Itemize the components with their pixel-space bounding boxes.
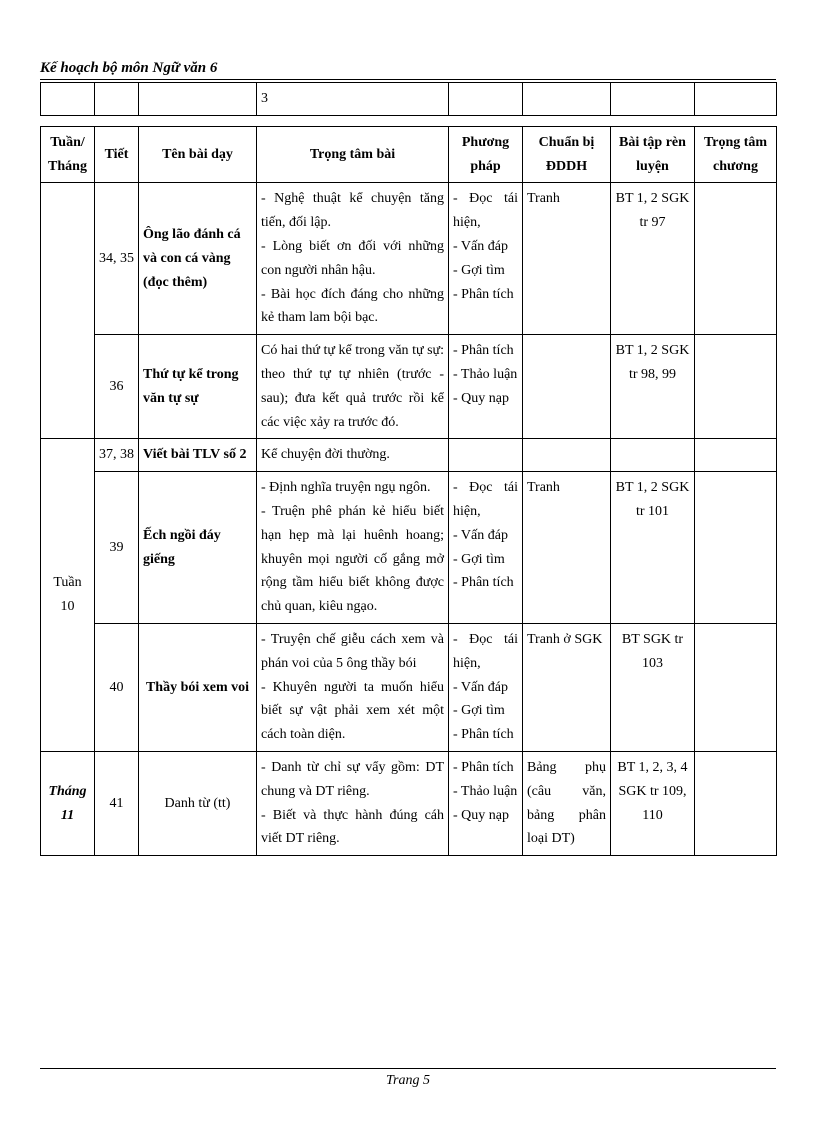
cell-cb bbox=[523, 439, 611, 472]
table-row: 39 Ếch ngồi đáy giếng - Định nghĩa truyệ… bbox=[41, 472, 777, 624]
col-header-pp: Phương pháp bbox=[449, 126, 523, 183]
cell bbox=[695, 83, 777, 116]
cell-trong: - Danh từ chỉ sự vẩy gồm: DT chung và DT… bbox=[257, 751, 449, 855]
cell-trong: Kể chuyện đời thường. bbox=[257, 439, 449, 472]
cell-bt: BT 1, 2 SGK tr 101 bbox=[611, 472, 695, 624]
cell-bt: BT 1, 2, 3, 4 SGK tr 109, 110 bbox=[611, 751, 695, 855]
col-header-tc: Trọng tâm chương bbox=[695, 126, 777, 183]
cell-trong: - Truyện chế giễu cách xem và phán voi c… bbox=[257, 623, 449, 751]
cell-tc bbox=[695, 472, 777, 624]
cell-trong: - Định nghĩa truyện ngụ ngôn.- Truện phê… bbox=[257, 472, 449, 624]
col-header-trong: Trọng tâm bài bbox=[257, 126, 449, 183]
cell-tc bbox=[695, 335, 777, 439]
cell-ten: Danh từ (tt) bbox=[139, 751, 257, 855]
cell-tc bbox=[695, 183, 777, 335]
cell-tiet: 41 bbox=[95, 751, 139, 855]
top-fragment-table: 3 bbox=[40, 82, 777, 116]
cell-ten: Thứ tự kể trong văn tự sự bbox=[139, 335, 257, 439]
cell-tuan: Tuần 10 bbox=[41, 439, 95, 752]
cell bbox=[139, 83, 257, 116]
document-header: Kế hoạch bộ môn Ngữ văn 6 bbox=[40, 60, 776, 80]
table-row: 40 Thầy bói xem voi - Truyện chế giễu cá… bbox=[41, 623, 777, 751]
cell-cb bbox=[523, 335, 611, 439]
cell-pp: - Đọc tái hiện,- Vấn đáp- Gợi tìm- Phân … bbox=[449, 183, 523, 335]
table-header-row: Tuần/ Tháng Tiết Tên bài dạy Trọng tâm b… bbox=[41, 126, 777, 183]
cell-cb: Bảng phụ (câu văn, bảng phân loại DT) bbox=[523, 751, 611, 855]
table-row: 36 Thứ tự kể trong văn tự sự Có hai thứ … bbox=[41, 335, 777, 439]
cell-bt: BT 1, 2 SGK tr 98, 99 bbox=[611, 335, 695, 439]
cell-tc bbox=[695, 439, 777, 472]
page-footer: Trang 5 bbox=[40, 1068, 776, 1089]
col-header-ten: Tên bài dạy bbox=[139, 126, 257, 183]
cell-tiet: 40 bbox=[95, 623, 139, 751]
cell-tc bbox=[695, 751, 777, 855]
cell-tiet: 37, 38 bbox=[95, 439, 139, 472]
cell-ten: Ếch ngồi đáy giếng bbox=[139, 472, 257, 624]
table-row: 3 bbox=[41, 83, 777, 116]
cell-bt: BT 1, 2 SGK tr 97 bbox=[611, 183, 695, 335]
cell-pp bbox=[449, 439, 523, 472]
lesson-plan-table: Tuần/ Tháng Tiết Tên bài dạy Trọng tâm b… bbox=[40, 126, 777, 856]
table-row: Tuần 10 37, 38 Viết bài TLV số 2 Kể chuy… bbox=[41, 439, 777, 472]
col-header-tiet: Tiết bbox=[95, 126, 139, 183]
cell-pp: - Đọc tái hiện,- Vấn đáp- Gợi tìm- Phân … bbox=[449, 472, 523, 624]
cell-pp: - Phân tích- Thảo luận- Quy nạp bbox=[449, 335, 523, 439]
table-row: 34, 35 Ông lão đánh cá và con cá vàng (đ… bbox=[41, 183, 777, 335]
cell-trong: - Nghệ thuật kể chuyện tăng tiến, đối lậ… bbox=[257, 183, 449, 335]
cell-bt bbox=[611, 439, 695, 472]
cell-bt: BT SGK tr 103 bbox=[611, 623, 695, 751]
cell bbox=[449, 83, 523, 116]
cell-tuan bbox=[41, 183, 95, 439]
cell bbox=[95, 83, 139, 116]
cell-tiet: 39 bbox=[95, 472, 139, 624]
col-header-cb: Chuẩn bị ĐDDH bbox=[523, 126, 611, 183]
cell bbox=[611, 83, 695, 116]
cell-pp: - Đọc tái hiện,- Vấn đáp- Gợi tìm- Phân … bbox=[449, 623, 523, 751]
cell-cb: Tranh bbox=[523, 472, 611, 624]
cell-cb: Tranh ở SGK bbox=[523, 623, 611, 751]
cell-tiet: 34, 35 bbox=[95, 183, 139, 335]
cell: 3 bbox=[257, 83, 449, 116]
cell-tuan: Tháng 11 bbox=[41, 751, 95, 855]
cell-ten: Ông lão đánh cá và con cá vàng (đọc thêm… bbox=[139, 183, 257, 335]
cell bbox=[523, 83, 611, 116]
table-row: Tháng 11 41 Danh từ (tt) - Danh từ chỉ s… bbox=[41, 751, 777, 855]
cell-tiet: 36 bbox=[95, 335, 139, 439]
col-header-tuan: Tuần/ Tháng bbox=[41, 126, 95, 183]
cell-tc bbox=[695, 623, 777, 751]
cell-trong: Có hai thứ tự kể trong văn tự sự: theo t… bbox=[257, 335, 449, 439]
cell bbox=[41, 83, 95, 116]
cell-ten: Thầy bói xem voi bbox=[139, 623, 257, 751]
col-header-bt: Bài tập rèn luyện bbox=[611, 126, 695, 183]
cell-cb: Tranh bbox=[523, 183, 611, 335]
cell-pp: - Phân tích- Thảo luận- Quy nạp bbox=[449, 751, 523, 855]
cell-ten: Viết bài TLV số 2 bbox=[139, 439, 257, 472]
